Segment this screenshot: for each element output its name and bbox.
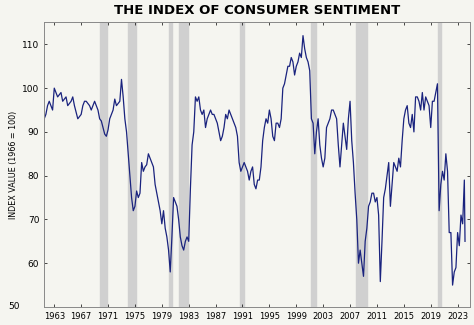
Bar [356,22,367,307]
Text: 50: 50 [8,303,19,311]
Bar [100,22,108,307]
Bar [179,22,188,307]
Bar [240,22,244,307]
Bar [169,22,172,307]
Bar [128,22,137,307]
Bar [311,22,316,307]
Bar [438,22,441,307]
Y-axis label: INDEX VALUE (1966 = 100): INDEX VALUE (1966 = 100) [9,111,18,219]
Title: THE INDEX OF CONSUMER SENTIMENT: THE INDEX OF CONSUMER SENTIMENT [114,4,400,17]
